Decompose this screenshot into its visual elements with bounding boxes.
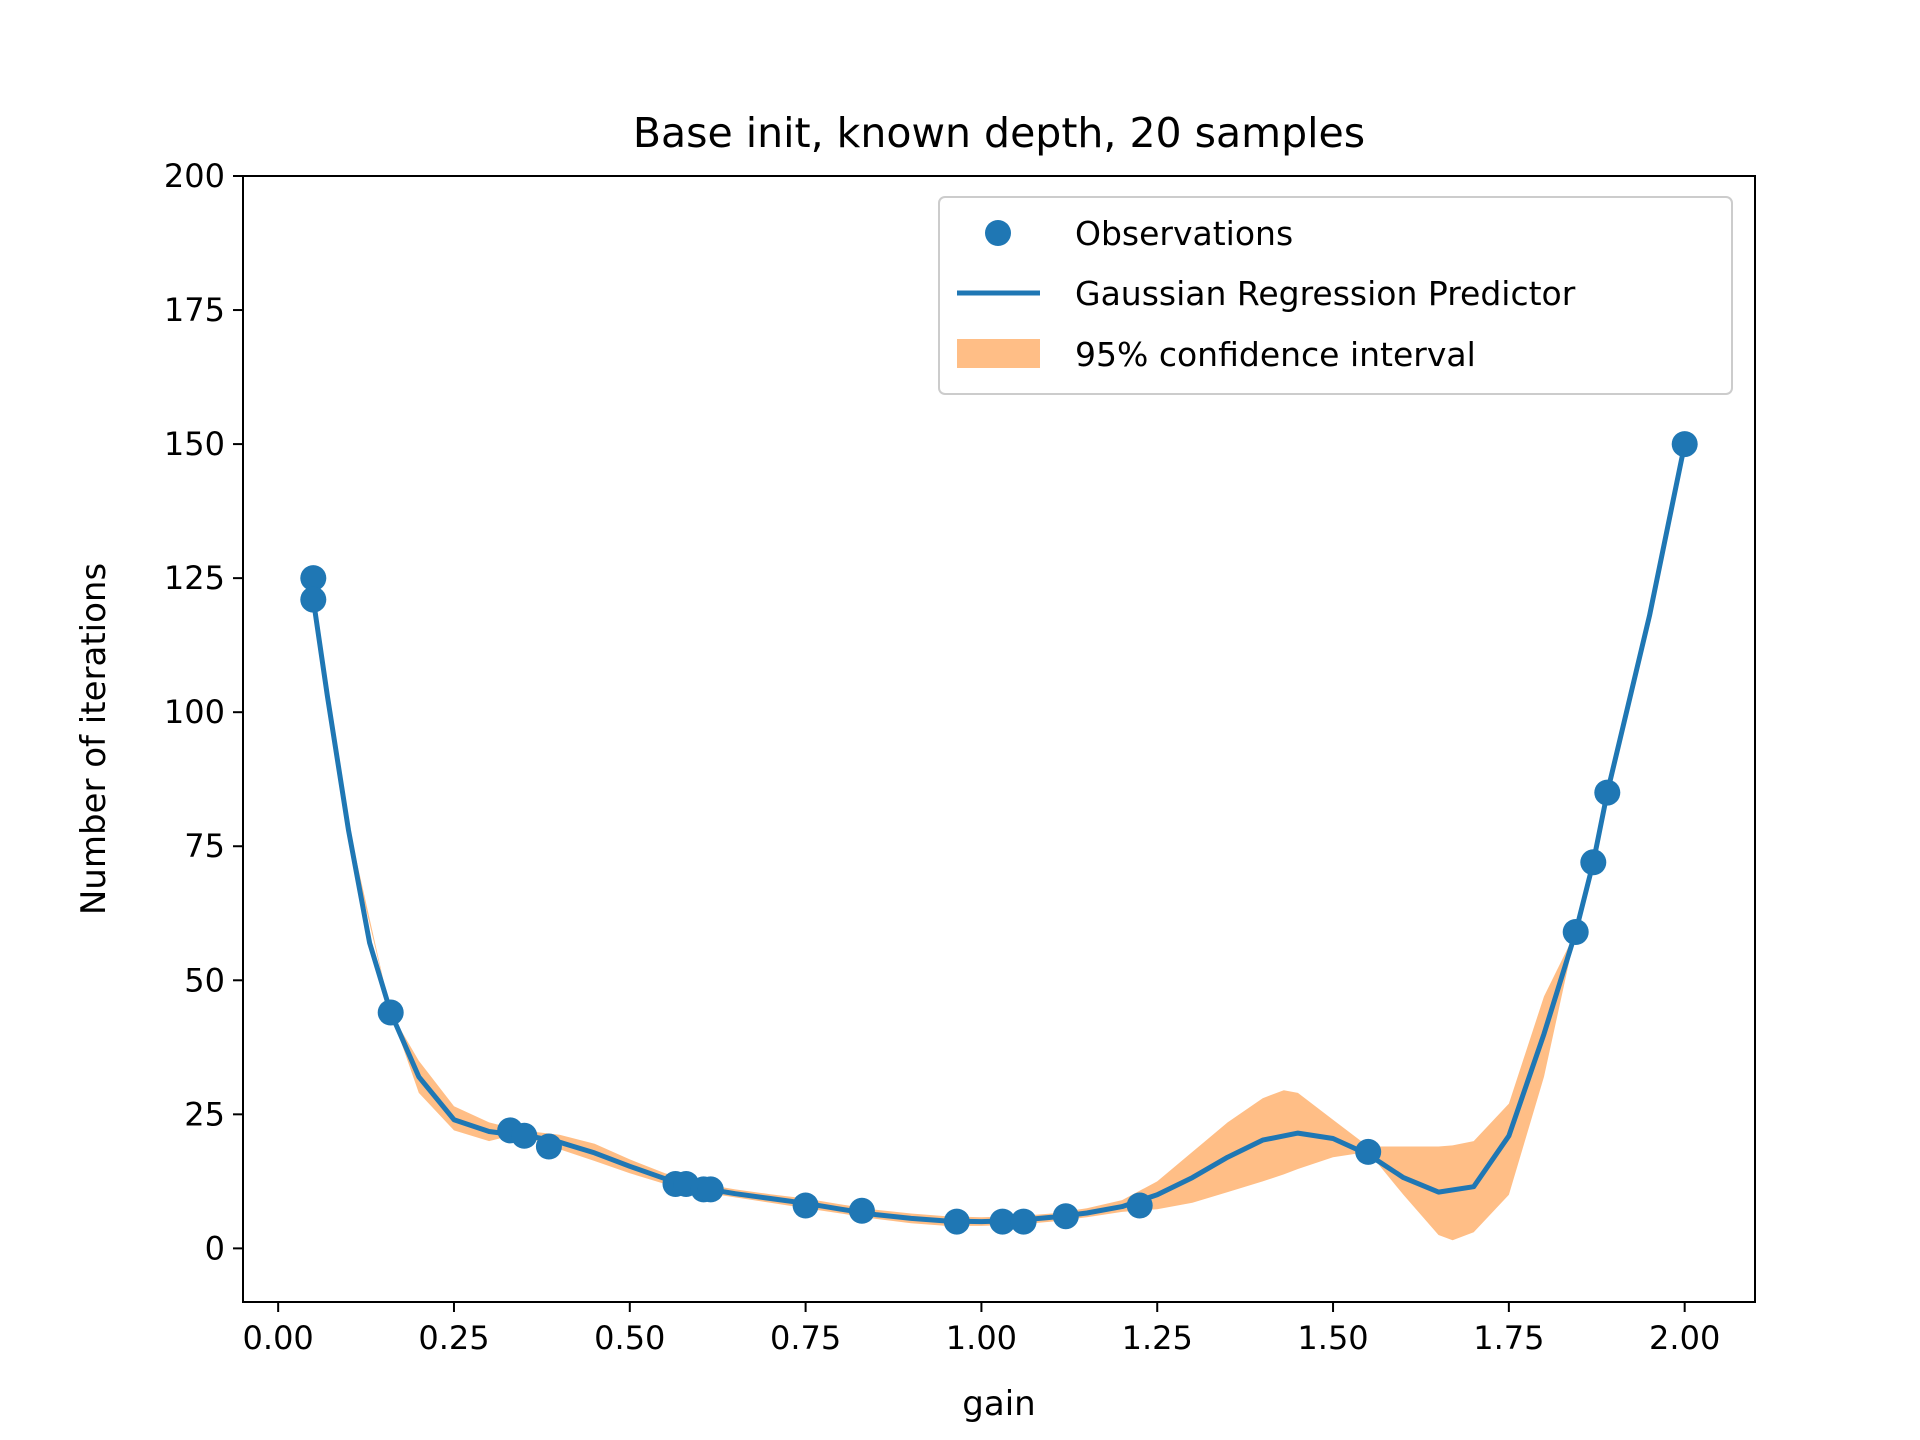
legend: Observations Gaussian Regression Predict… bbox=[938, 196, 1733, 395]
observation-point bbox=[792, 1192, 819, 1219]
observation-point bbox=[1580, 849, 1607, 876]
chart-title: Base init, known depth, 20 samples bbox=[633, 109, 1365, 157]
observation-point bbox=[535, 1133, 562, 1160]
axes-frame bbox=[242, 175, 1756, 1303]
observation-point bbox=[1594, 779, 1621, 806]
legend-box bbox=[938, 196, 1733, 395]
observation-point bbox=[848, 1197, 875, 1224]
y-tick-label: 50 bbox=[184, 961, 225, 999]
y-tick-label: 75 bbox=[184, 827, 225, 865]
legend-ci-label: 95% confidence interval bbox=[1075, 335, 1476, 374]
legend-predictor-label: Gaussian Regression Predictor bbox=[1075, 274, 1576, 313]
y-tick-label: 100 bbox=[164, 693, 225, 731]
observation-point bbox=[1126, 1192, 1153, 1219]
observation-point bbox=[300, 565, 327, 592]
observation-point bbox=[300, 586, 327, 613]
y-axis-label: Number of iterations bbox=[74, 563, 114, 915]
plot-area bbox=[300, 431, 1698, 1241]
observation-point bbox=[1010, 1208, 1037, 1235]
legend-observations-marker bbox=[985, 220, 1011, 246]
observation-points bbox=[300, 431, 1698, 1235]
y-tick-label: 125 bbox=[164, 559, 225, 597]
observation-point bbox=[1052, 1203, 1079, 1230]
legend-ci-swatch bbox=[957, 339, 1040, 368]
legend-observations-label: Observations bbox=[1075, 214, 1293, 253]
x-tick-label: 1.50 bbox=[1297, 1319, 1368, 1357]
x-tick-label: 2.00 bbox=[1649, 1319, 1720, 1357]
observation-point bbox=[697, 1176, 724, 1203]
x-tick-label: 1.25 bbox=[1122, 1319, 1193, 1357]
y-tick-label: 150 bbox=[164, 425, 225, 463]
observation-point bbox=[943, 1208, 970, 1235]
observation-point bbox=[377, 999, 404, 1026]
x-tick-label: 0.25 bbox=[418, 1319, 489, 1357]
observation-point bbox=[1671, 431, 1698, 458]
y-tick-label: 175 bbox=[164, 291, 225, 329]
x-tick-label: 0.50 bbox=[594, 1319, 665, 1357]
observation-point bbox=[1355, 1138, 1382, 1165]
observation-point bbox=[511, 1122, 538, 1149]
x-axis-ticks: 0.00 0.25 0.50 0.75 1.00 1.25 1.50 1.75 2.00 bbox=[243, 1302, 1720, 1357]
observation-point bbox=[989, 1208, 1016, 1235]
x-tick-label: 0.00 bbox=[243, 1319, 314, 1357]
x-tick-label: 1.00 bbox=[946, 1319, 1017, 1357]
y-tick-label: 200 bbox=[164, 157, 225, 195]
x-tick-label: 1.75 bbox=[1473, 1319, 1544, 1357]
x-tick-label: 0.75 bbox=[770, 1319, 841, 1357]
observation-point bbox=[1562, 919, 1589, 945]
y-tick-label: 25 bbox=[184, 1095, 225, 1133]
y-tick-label: 0 bbox=[205, 1229, 225, 1267]
y-axis-ticks: 0 25 50 75 100 125 150 175 200 bbox=[164, 157, 243, 1267]
x-axis-label: gain bbox=[962, 1384, 1035, 1424]
